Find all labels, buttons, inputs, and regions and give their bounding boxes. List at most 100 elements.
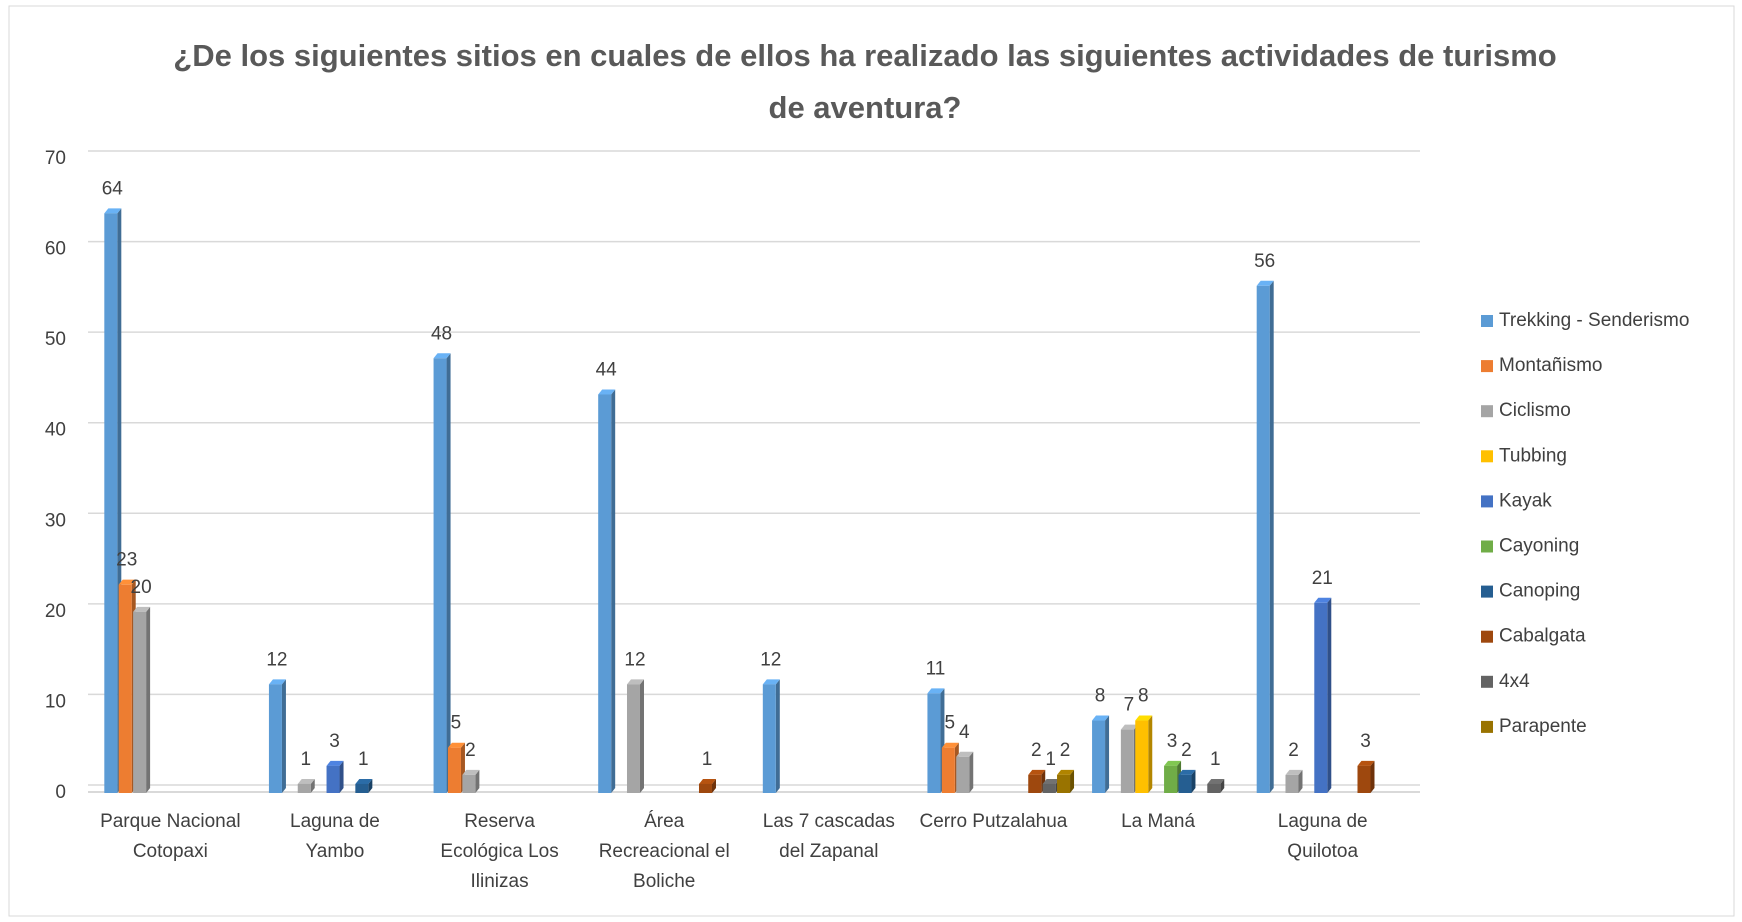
bar: [762, 684, 776, 793]
data-label: 5: [451, 713, 462, 734]
bar-top: [927, 688, 945, 694]
data-label: 44: [596, 360, 618, 381]
chart-border: [8, 5, 1735, 917]
bar-top: [626, 679, 644, 685]
data-label: 1: [702, 749, 713, 770]
bar: [1042, 783, 1056, 793]
legend-swatch: [1481, 450, 1493, 463]
bar: [355, 783, 369, 793]
bar: [326, 765, 340, 793]
bar-top: [1120, 724, 1138, 730]
bar-side: [368, 778, 373, 793]
data-label: 1: [1045, 749, 1056, 770]
data-label: 1: [300, 749, 311, 770]
bar: [1357, 765, 1371, 793]
bar-top: [133, 606, 151, 612]
data-label: 2: [1181, 740, 1192, 761]
x-label-box: Laguna de Quilotoa: [1277, 811, 1368, 862]
data-label: 12: [266, 649, 287, 670]
legend-label: Tubbing: [1499, 445, 1567, 466]
data-label: 2: [465, 740, 476, 761]
legend-swatch: [1481, 675, 1493, 688]
bar-side: [339, 760, 344, 793]
bar-top: [1178, 769, 1196, 775]
bar-side: [611, 389, 616, 793]
bar-top: [1135, 715, 1153, 721]
bar-side: [1148, 715, 1153, 793]
data-label: 8: [1095, 686, 1106, 707]
bar: [1135, 720, 1149, 793]
y-tick-label: 40: [45, 420, 66, 441]
bar: [297, 783, 311, 793]
legend-swatch: [1481, 360, 1493, 373]
bar-top: [1207, 778, 1225, 784]
bar: [1092, 720, 1106, 793]
data-label: 3: [1167, 731, 1178, 752]
bar-top: [1057, 769, 1075, 775]
x-label-box: Área Recreacional el Boliche: [599, 811, 730, 892]
data-label: 20: [131, 577, 152, 598]
bar: [268, 684, 282, 793]
bar-top: [433, 353, 451, 359]
bar-top: [956, 751, 974, 757]
bar: [927, 693, 941, 793]
bar: [1256, 285, 1270, 793]
y-tick-label: 70: [45, 148, 66, 169]
bar-top: [598, 389, 616, 395]
bar-top: [355, 778, 373, 784]
legend-swatch: [1481, 495, 1493, 508]
legend-swatch: [1481, 720, 1493, 733]
bar-top: [1285, 769, 1303, 775]
x-tick-label: Cerro Putzalahua: [919, 811, 1068, 832]
bar-side: [1370, 760, 1375, 793]
bar: [1207, 783, 1221, 793]
legend-swatch: [1481, 630, 1493, 643]
y-tick-label: 0: [55, 782, 66, 803]
bar-side: [711, 778, 716, 793]
bar-top: [1256, 280, 1274, 286]
data-label: 23: [116, 550, 137, 571]
bar-side: [1298, 769, 1303, 793]
data-label: 2: [1060, 740, 1071, 761]
bar: [1028, 774, 1042, 793]
y-tick-label: 50: [45, 329, 66, 350]
bar-side: [1269, 280, 1274, 793]
bar: [1285, 774, 1299, 793]
bar: [433, 358, 447, 793]
x-tick-label: Parque Nacional Cotopaxi: [100, 811, 241, 862]
bar-top: [118, 579, 136, 585]
x-label-box: Parque Nacional Cotopaxi: [100, 811, 241, 862]
bar-side: [281, 679, 286, 793]
data-label: 5: [945, 713, 956, 734]
bar-top: [1314, 597, 1332, 603]
bar-top: [1357, 760, 1375, 766]
data-label: 1: [1210, 749, 1221, 770]
bar-top: [268, 679, 286, 685]
data-label: 3: [1360, 731, 1371, 752]
y-tick-label: 30: [45, 510, 66, 531]
bar-top: [1028, 769, 1046, 775]
chart-title: ¿De los siguientes sitios en cuales de e…: [173, 38, 1557, 125]
legend-label: 4x4: [1499, 671, 1530, 692]
x-label-box: Cerro Putzalahua: [919, 811, 1068, 832]
bar: [941, 747, 955, 793]
x-tick-label: Laguna de Quilotoa: [1277, 811, 1368, 862]
x-label-box: La Maná: [1121, 811, 1195, 832]
bar-top: [941, 742, 959, 748]
bar-side: [775, 679, 780, 793]
bar-top: [762, 679, 780, 685]
data-label: 3: [329, 731, 340, 752]
x-tick-label: Laguna de Yambo: [290, 811, 380, 862]
y-tick-label: 10: [45, 691, 66, 712]
bar: [956, 756, 970, 793]
bar-side: [146, 606, 151, 793]
bar-side: [1327, 597, 1332, 793]
bar: [626, 684, 640, 793]
bar: [1164, 765, 1178, 793]
bar: [118, 584, 132, 793]
bar-top: [326, 760, 344, 766]
legend-swatch: [1481, 405, 1493, 418]
legend-label: Trekking - Senderismo: [1499, 310, 1689, 331]
bar-top: [1164, 760, 1182, 766]
bar-side: [639, 679, 644, 793]
